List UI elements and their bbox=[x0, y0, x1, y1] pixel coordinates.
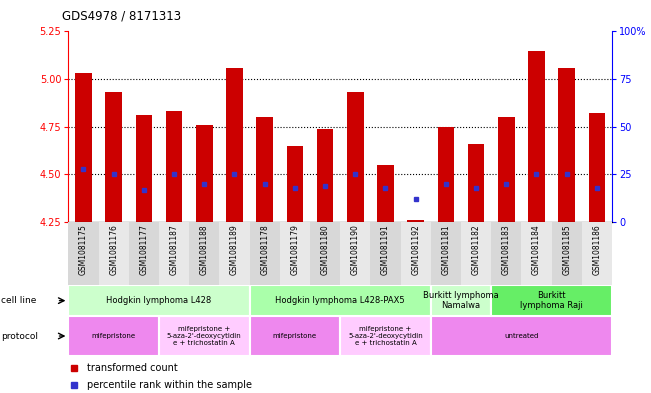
Bar bbox=[491, 285, 612, 316]
Text: GSM1081175: GSM1081175 bbox=[79, 224, 88, 275]
Bar bbox=[105, 92, 122, 222]
Bar bbox=[589, 114, 605, 222]
Bar bbox=[437, 127, 454, 222]
Text: GSM1081184: GSM1081184 bbox=[532, 224, 541, 275]
Bar bbox=[196, 125, 213, 222]
Text: GDS4978 / 8171313: GDS4978 / 8171313 bbox=[62, 10, 181, 23]
Text: mifepristone +
5-aza-2'-deoxycytidin
e + trichostatin A: mifepristone + 5-aza-2'-deoxycytidin e +… bbox=[348, 326, 422, 346]
Bar bbox=[68, 222, 98, 285]
Bar bbox=[159, 316, 249, 356]
Bar bbox=[129, 222, 159, 285]
Text: GSM1081191: GSM1081191 bbox=[381, 224, 390, 275]
Bar bbox=[280, 222, 310, 285]
Text: GSM1081188: GSM1081188 bbox=[200, 224, 209, 275]
Bar bbox=[249, 316, 340, 356]
Bar bbox=[317, 129, 333, 222]
Bar bbox=[491, 222, 521, 285]
Text: cell line: cell line bbox=[1, 296, 36, 305]
Text: GSM1081179: GSM1081179 bbox=[290, 224, 299, 275]
Bar bbox=[310, 222, 340, 285]
Text: GSM1081186: GSM1081186 bbox=[592, 224, 602, 275]
Bar bbox=[347, 92, 363, 222]
Text: GSM1081181: GSM1081181 bbox=[441, 224, 450, 275]
Bar bbox=[135, 115, 152, 222]
Text: GSM1081177: GSM1081177 bbox=[139, 224, 148, 275]
Text: untreated: untreated bbox=[504, 333, 538, 339]
Bar bbox=[528, 50, 545, 222]
Bar bbox=[559, 68, 575, 222]
Text: GSM1081185: GSM1081185 bbox=[562, 224, 571, 275]
Bar bbox=[377, 165, 394, 222]
Text: Hodgkin lymphoma L428-PAX5: Hodgkin lymphoma L428-PAX5 bbox=[275, 296, 405, 305]
Bar bbox=[219, 222, 249, 285]
Text: mifepristone: mifepristone bbox=[92, 333, 135, 339]
Text: protocol: protocol bbox=[1, 332, 38, 340]
Bar bbox=[461, 222, 491, 285]
Bar bbox=[582, 222, 612, 285]
Bar bbox=[226, 68, 243, 222]
Text: Hodgkin lymphoma L428: Hodgkin lymphoma L428 bbox=[106, 296, 212, 305]
Bar bbox=[159, 222, 189, 285]
Bar bbox=[249, 222, 280, 285]
Text: GSM1081183: GSM1081183 bbox=[502, 224, 511, 275]
Text: percentile rank within the sample: percentile rank within the sample bbox=[87, 380, 253, 389]
Text: GSM1081192: GSM1081192 bbox=[411, 224, 420, 275]
Bar bbox=[408, 220, 424, 222]
Text: mifepristone: mifepristone bbox=[273, 333, 317, 339]
Bar bbox=[431, 285, 491, 316]
Bar bbox=[189, 222, 219, 285]
Bar bbox=[340, 222, 370, 285]
Text: transformed count: transformed count bbox=[87, 363, 178, 373]
Text: Burkitt lymphoma
Namalwa: Burkitt lymphoma Namalwa bbox=[423, 291, 499, 310]
Bar bbox=[75, 73, 92, 222]
Bar bbox=[68, 316, 159, 356]
Bar bbox=[431, 316, 612, 356]
Bar bbox=[370, 222, 400, 285]
Text: GSM1081180: GSM1081180 bbox=[320, 224, 329, 275]
Bar bbox=[400, 222, 431, 285]
Text: mifepristone +
5-aza-2'-deoxycytidin
e + trichostatin A: mifepristone + 5-aza-2'-deoxycytidin e +… bbox=[167, 326, 242, 346]
Bar bbox=[340, 316, 431, 356]
Bar bbox=[551, 222, 582, 285]
Bar bbox=[467, 144, 484, 222]
Bar bbox=[68, 285, 249, 316]
Bar bbox=[521, 222, 551, 285]
Bar bbox=[431, 222, 461, 285]
Text: GSM1081190: GSM1081190 bbox=[351, 224, 360, 275]
Bar bbox=[498, 117, 514, 222]
Text: GSM1081187: GSM1081187 bbox=[169, 224, 178, 275]
Text: GSM1081178: GSM1081178 bbox=[260, 224, 269, 275]
Text: GSM1081189: GSM1081189 bbox=[230, 224, 239, 275]
Bar bbox=[249, 285, 431, 316]
Bar bbox=[98, 222, 129, 285]
Text: GSM1081182: GSM1081182 bbox=[471, 224, 480, 275]
Bar bbox=[166, 112, 182, 222]
Bar bbox=[286, 146, 303, 222]
Bar bbox=[256, 117, 273, 222]
Text: GSM1081176: GSM1081176 bbox=[109, 224, 118, 275]
Text: Burkitt
lymphoma Raji: Burkitt lymphoma Raji bbox=[520, 291, 583, 310]
